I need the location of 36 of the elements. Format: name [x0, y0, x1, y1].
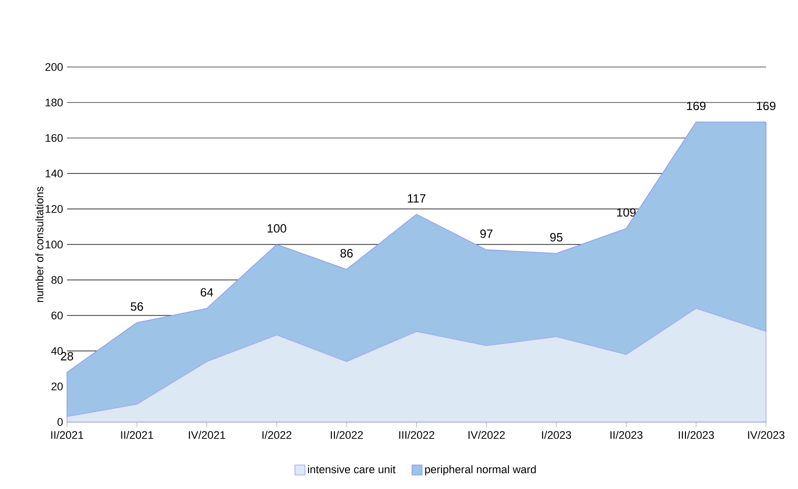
x-tick-label: II/2021	[121, 430, 154, 439]
x-tick-label: III/2022	[399, 430, 434, 439]
y-tick-label: 0	[57, 418, 63, 426]
x-tick-label: III/2023	[678, 430, 714, 439]
y-axis-title: number of consultations	[35, 186, 44, 302]
total-label: 64	[200, 288, 214, 297]
total-label: 56	[130, 302, 144, 311]
legend-label: peripheral normal ward	[425, 465, 536, 476]
x-tick-label: IV/2021	[188, 430, 226, 439]
total-label: 169	[756, 102, 776, 110]
total-label: 117	[408, 194, 426, 202]
y-tick-label: 20	[52, 382, 63, 390]
total-label: 100	[268, 224, 286, 233]
x-tick-label: I/2022	[262, 430, 292, 439]
y-tick-label: 200	[45, 63, 63, 71]
total-label: 169	[687, 102, 706, 110]
y-tick-label: 140	[46, 170, 63, 178]
y-tick-label: 40	[51, 347, 63, 355]
x-tick-label: I/2023	[542, 430, 572, 439]
x-tick-label: II/2021	[51, 430, 84, 439]
x-tick-label: IV/2022	[468, 430, 505, 439]
y-tick-label: 100	[46, 240, 63, 248]
total-label: 86	[340, 249, 353, 258]
total-label: 109	[617, 208, 636, 217]
y-tick-label: 120	[46, 205, 63, 213]
y-tick-label: 60	[52, 312, 63, 320]
y-tick-label: 180	[46, 98, 63, 106]
x-tick-label: IV/2023	[748, 430, 784, 439]
total-label: 95	[550, 233, 562, 242]
x-tick-label: II/2022	[330, 430, 363, 439]
total-label: 28	[60, 352, 74, 360]
x-tick-label: II/2023	[610, 430, 642, 439]
y-tick-label: 80	[51, 276, 63, 284]
y-tick-label: 160	[46, 134, 63, 142]
total-label: 97	[480, 230, 492, 238]
legend-label: intensive care unit	[308, 465, 396, 474]
